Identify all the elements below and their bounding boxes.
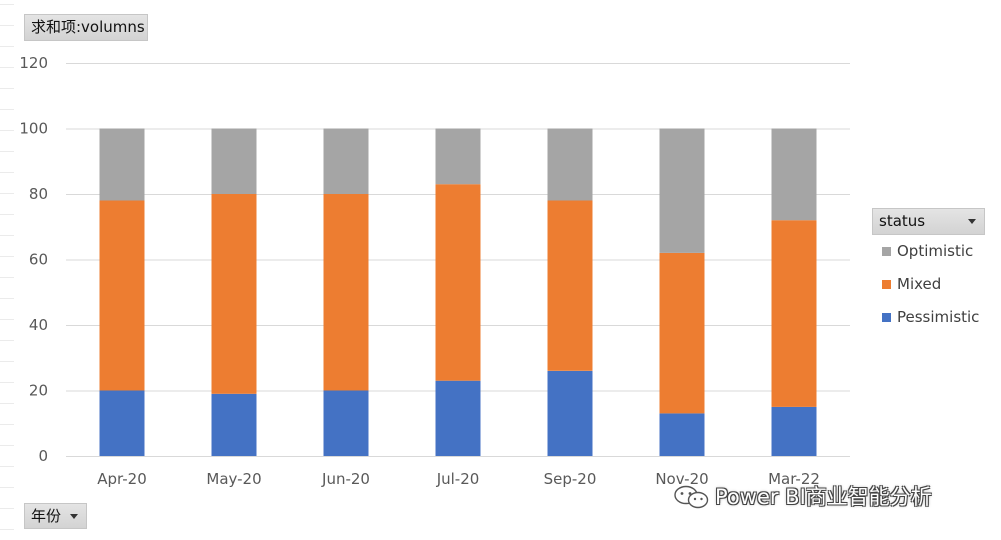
bar-segment-pessimistic[interactable]	[435, 380, 481, 456]
legend-field-label: status	[879, 212, 926, 230]
x-tick-label: Apr-20	[97, 470, 147, 488]
legend-label-mixed: Mixed	[897, 275, 942, 293]
bar-segment-mixed[interactable]	[771, 220, 817, 407]
worksheet-row-line	[0, 424, 14, 425]
legend-item-mixed[interactable]: Mixed	[878, 275, 996, 308]
bar-segment-optimistic[interactable]	[547, 128, 593, 201]
worksheet-row-line	[0, 130, 14, 131]
bar-segment-pessimistic[interactable]	[99, 390, 145, 457]
worksheet-row-line	[0, 529, 14, 530]
bar-segment-mixed[interactable]	[435, 184, 481, 381]
y-tick-label: 60	[29, 251, 48, 269]
legend-swatch-optimistic	[882, 247, 891, 256]
bar-segment-pessimistic[interactable]	[323, 390, 369, 457]
x-tick-label: May-20	[206, 470, 261, 488]
worksheet-row-line	[0, 277, 14, 278]
y-tick-label: 40	[29, 316, 48, 334]
worksheet-row-line	[0, 256, 14, 257]
worksheet-row-line	[0, 214, 14, 215]
x-tick-label: Sep-20	[544, 470, 597, 488]
wechat-icon	[674, 485, 709, 509]
bar-segment-optimistic[interactable]	[435, 128, 481, 185]
worksheet-row-line	[0, 445, 14, 446]
chart-legend[interactable]: Optimistic Mixed Pessimistic	[878, 242, 996, 341]
bar-segment-optimistic[interactable]	[99, 128, 145, 201]
worksheet-row-line	[0, 298, 14, 299]
x-tick-label: Nov-20	[655, 470, 708, 488]
y-tick-label: 120	[19, 54, 48, 72]
legend-label-optimistic: Optimistic	[897, 242, 974, 260]
bar-segment-pessimistic[interactable]	[211, 393, 257, 456]
worksheet-row-line	[0, 151, 14, 152]
worksheet-row-line	[0, 172, 14, 173]
legend-label-pessimistic: Pessimistic	[897, 308, 980, 326]
legend-swatch-mixed	[882, 280, 891, 289]
y-tick-label: 100	[19, 120, 48, 138]
x-axis-tick-labels: Apr-20 May-20 Jun-20 Jul-20 Sep-20 Nov-20 Mar-…	[97, 470, 820, 488]
y-tick-label: 80	[29, 185, 48, 203]
worksheet-row-line	[0, 67, 14, 68]
bar-segment-pessimistic[interactable]	[659, 413, 705, 456]
x-tick-label: Jul-20	[436, 470, 480, 488]
worksheet-row-line	[0, 340, 14, 341]
bar-segment-mixed[interactable]	[99, 200, 145, 391]
bar-segment-mixed[interactable]	[323, 194, 369, 391]
x-tick-label: Jun-20	[321, 470, 370, 488]
worksheet-row-line	[0, 193, 14, 194]
worksheet-row-line	[0, 235, 14, 236]
axis-field-label: 年份	[31, 507, 62, 525]
worksheet-row-line	[0, 88, 14, 89]
legend-item-pessimistic[interactable]: Pessimistic	[878, 308, 996, 341]
bar-segment-mixed[interactable]	[211, 194, 257, 394]
bars	[99, 128, 817, 457]
worksheet-row-line	[0, 319, 14, 320]
worksheet-row-line	[0, 466, 14, 467]
dropdown-arrow-icon[interactable]	[968, 219, 976, 224]
legend-swatch-pessimistic	[882, 313, 891, 322]
values-field-button[interactable]: 求和项:volumns	[24, 14, 148, 41]
x-tick-label: Mar-22	[768, 470, 820, 488]
watermark-text: Power BI商业智能分析	[715, 485, 932, 509]
legend-item-optimistic[interactable]: Optimistic	[878, 242, 996, 275]
bar-segment-mixed[interactable]	[659, 252, 705, 414]
legend-field-button[interactable]: status	[872, 208, 985, 235]
axis-field-button[interactable]: 年份	[24, 503, 87, 529]
worksheet-row-line	[0, 403, 14, 404]
values-field-label: 求和项:volumns	[31, 18, 145, 36]
worksheet-row-line	[0, 4, 14, 5]
y-tick-label: 0	[38, 447, 48, 465]
y-tick-label: 20	[29, 382, 48, 400]
worksheet-row-line	[0, 508, 14, 509]
worksheet-row-line	[0, 109, 14, 110]
bar-segment-optimistic[interactable]	[659, 128, 705, 253]
bar-segment-pessimistic[interactable]	[547, 370, 593, 456]
bar-segment-optimistic[interactable]	[211, 128, 257, 195]
worksheet-row-line	[0, 25, 14, 26]
bar-segment-optimistic[interactable]	[323, 128, 369, 195]
worksheet-row-line	[0, 487, 14, 488]
bar-segment-mixed[interactable]	[547, 200, 593, 371]
worksheet-row-line	[0, 382, 14, 383]
worksheet-row-line	[0, 46, 14, 47]
y-axis-tick-labels: 0 20 40 60 80 100 120	[19, 54, 48, 465]
dropdown-arrow-icon[interactable]	[70, 514, 78, 519]
bar-segment-pessimistic[interactable]	[771, 406, 817, 456]
bar-segment-optimistic[interactable]	[771, 128, 817, 221]
worksheet-row-line	[0, 361, 14, 362]
